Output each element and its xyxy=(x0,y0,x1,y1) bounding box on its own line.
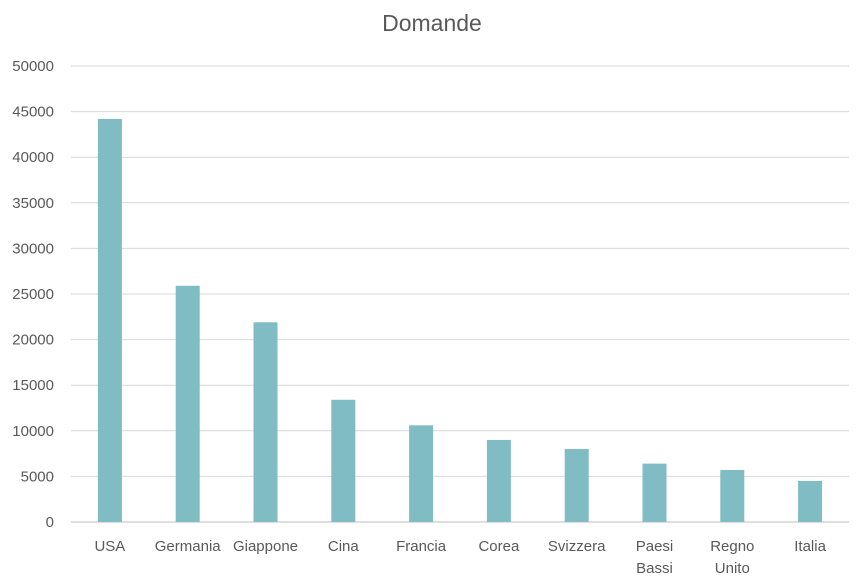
x-tick-label: Germania xyxy=(155,538,222,555)
y-tick-label: 20000 xyxy=(12,332,54,349)
x-tick-label: Svizzera xyxy=(548,538,606,555)
y-tick-label: 50000 xyxy=(12,58,54,75)
x-tick-label: Corea xyxy=(478,538,520,555)
y-tick-label: 15000 xyxy=(12,377,54,394)
bar xyxy=(176,286,200,522)
x-tick-label: Giappone xyxy=(233,538,298,555)
x-tick-label: Francia xyxy=(396,538,447,555)
x-tick-label: USA xyxy=(94,538,125,555)
x-tick-label: Cina xyxy=(328,538,360,555)
bar xyxy=(720,470,744,522)
bar xyxy=(643,464,667,522)
y-tick-label: 10000 xyxy=(12,423,54,440)
x-axis-ticks: USA Germania Giappone Cina Francia Corea Svizz… xyxy=(94,538,826,577)
y-tick-label: 5000 xyxy=(21,468,54,485)
y-tick-label: 0 xyxy=(46,514,54,531)
bars xyxy=(98,119,822,522)
y-axis-ticks: 0 5000 10000 15000 20000 25000 30000 35000 40000… xyxy=(12,58,54,531)
y-tick-label: 30000 xyxy=(12,240,54,257)
bar xyxy=(98,119,122,522)
x-tick-label: Italia xyxy=(794,538,826,555)
bar xyxy=(798,481,822,522)
bar xyxy=(565,449,589,522)
y-tick-label: 35000 xyxy=(12,195,54,212)
bar xyxy=(487,440,511,522)
bar xyxy=(254,322,278,522)
bar xyxy=(331,400,355,522)
y-tick-label: 40000 xyxy=(12,149,54,166)
y-tick-label: 25000 xyxy=(12,286,54,303)
x-tick-label: PaesiBassi xyxy=(636,538,674,577)
bar xyxy=(409,425,433,522)
x-tick-label: RegnoUnito xyxy=(710,538,754,577)
y-tick-label: 45000 xyxy=(12,104,54,121)
